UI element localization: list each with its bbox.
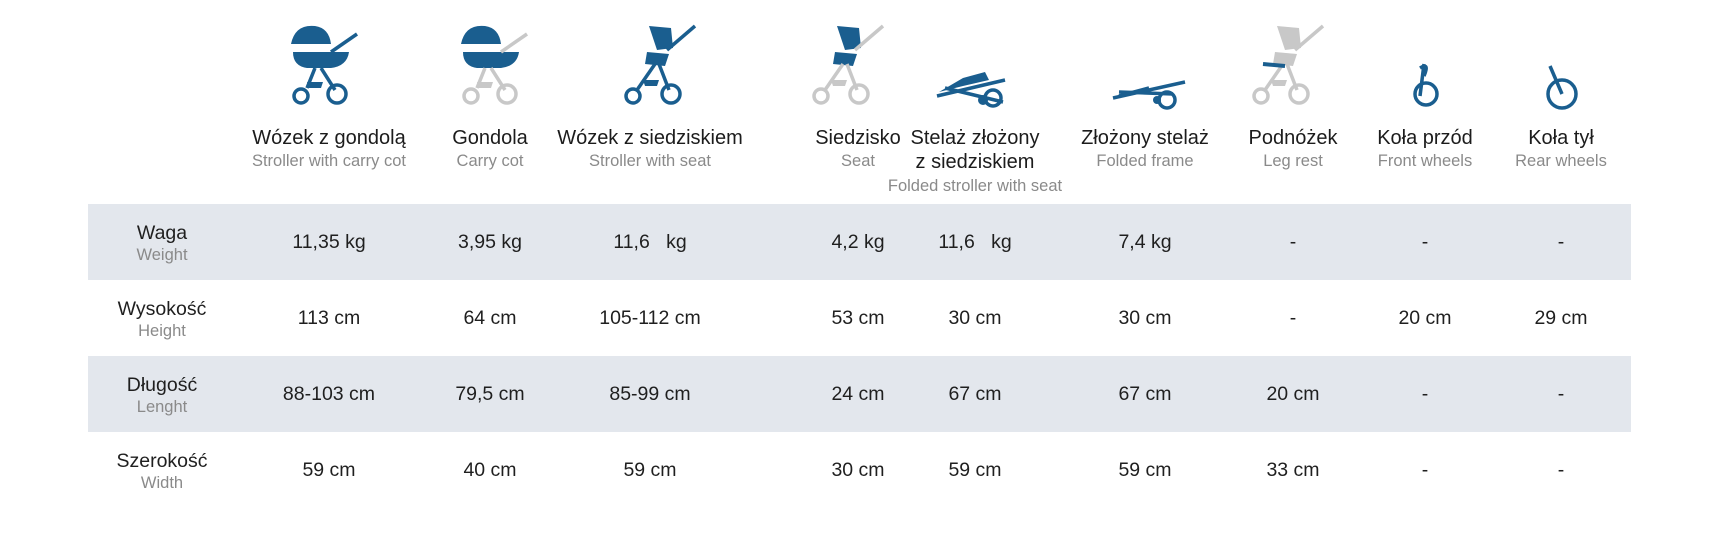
row-label-en: Lenght [136,398,188,416]
leg-rest-icon [1246,22,1338,122]
stroller-with-seat-icon [618,22,710,122]
row-label-pl: Wysokość [117,298,207,320]
column-title: Siedzisko [815,127,901,149]
cell-width-folded-stroller: 59 cm [948,459,1002,481]
row-label-pl: Szerokość [116,450,208,472]
column-subtitle: Rear wheels [1515,152,1607,170]
column-title: Podnóżek [1248,127,1338,149]
cell-width-seat: 30 cm [831,459,885,481]
column-title: Koła przód [1377,127,1473,149]
cell-weight-front-wheels: - [1421,231,1429,253]
row-label-pl: Długość [126,374,198,396]
cell-height-folded-stroller: 30 cm [948,307,1002,329]
row-width: Szerokość Width 59 cm 40 cm 59 cm 30 cm … [88,432,1631,508]
column-subtitle: Folded stroller with seat [887,177,1063,195]
row-length: Długość Lenght 88-103 cm 79,5 cm 85-99 c… [88,356,1631,432]
row-label: Waga Weight [88,204,236,280]
cell-width-leg-rest: 33 cm [1266,459,1320,481]
column-subtitle: Seat [841,152,875,170]
cell-height-front-wheels: 20 cm [1398,307,1452,329]
cell-width-stroller-seat: 59 cm [623,459,677,481]
cell-length-folded-stroller: 67 cm [948,383,1002,405]
column-title-line2: z siedziskiem [915,151,1035,173]
cell-weight-folded-stroller: 11,6 kg [938,231,1012,253]
row-label-en: Weight [136,246,188,264]
row-label-en: Width [140,474,184,492]
cell-height-stroller-carry-cot: 113 cm [297,307,361,329]
cell-weight-rear-wheels: - [1557,231,1565,253]
row-label: Długość Lenght [88,356,236,432]
cell-height-carry-cot: 64 cm [463,307,517,329]
column-subtitle: Leg rest [1263,152,1323,170]
cell-length-seat: 24 cm [831,383,885,405]
cell-length-folded-frame: 67 cm [1118,383,1172,405]
row-height: Wysokość Height 113 cm 64 cm 105-112 cm … [88,280,1631,356]
column-title: Wózek z gondolą [252,127,406,149]
rear-wheel-icon [1515,22,1607,122]
column-subtitle: Stroller with carry cot [251,152,407,170]
front-wheel-icon [1379,22,1471,122]
cell-height-seat: 53 cm [831,307,885,329]
cell-width-stroller-carry-cot: 59 cm [302,459,356,481]
stroller-with-carry-cot-icon [284,22,376,122]
column-title: Wózek z siedziskiem [557,127,743,149]
cell-width-front-wheels: - [1421,459,1429,481]
column-subtitle: Folded frame [1096,152,1194,170]
cell-weight-stroller-seat: 11,6 kg [613,231,687,253]
column-title: Stelaż złożony [910,127,1040,149]
folded-stroller-with-seat-icon [932,22,1024,122]
cell-weight-stroller-carry-cot: 11,35 kg [292,231,366,253]
row-label-en: Height [138,322,186,340]
cell-weight-leg-rest: - [1289,231,1297,253]
row-label: Szerokość Width [88,432,236,508]
row-label-pl: Waga [136,222,188,244]
cell-width-carry-cot: 40 cm [463,459,517,481]
cell-height-leg-rest: - [1289,307,1297,329]
cell-length-carry-cot: 79,5 cm [455,383,525,405]
cell-height-rear-wheels: 29 cm [1534,307,1588,329]
cell-width-rear-wheels: - [1557,459,1565,481]
column-subtitle: Carry cot [456,152,524,170]
cell-weight-seat: 4,2 kg [831,231,885,253]
cell-length-rear-wheels: - [1557,383,1565,405]
cell-height-stroller-seat: 105-112 cm [599,307,701,329]
folded-frame-icon [1108,22,1200,122]
seat-icon [806,22,898,122]
column-title: Gondola [452,127,528,149]
column-title: Złożony stelaż [1081,127,1209,149]
cell-length-stroller-carry-cot: 88-103 cm [282,383,376,405]
column-subtitle: Front wheels [1377,152,1473,170]
row-weight: Waga Weight 11,35 kg 3,95 kg 11,6 kg 4,2… [88,204,1631,280]
cell-length-stroller-seat: 85-99 cm [609,383,691,405]
carry-cot-icon [454,22,546,122]
column-subtitle: Stroller with seat [589,152,711,170]
column-title: Koła tył [1528,127,1594,149]
cell-length-front-wheels: - [1421,383,1429,405]
cell-weight-carry-cot: 3,95 kg [458,231,522,253]
cell-width-folded-frame: 59 cm [1118,459,1172,481]
row-label: Wysokość Height [88,280,236,356]
cell-length-leg-rest: 20 cm [1266,383,1320,405]
cell-weight-folded-frame: 7,4 kg [1118,231,1172,253]
cell-height-folded-frame: 30 cm [1118,307,1172,329]
